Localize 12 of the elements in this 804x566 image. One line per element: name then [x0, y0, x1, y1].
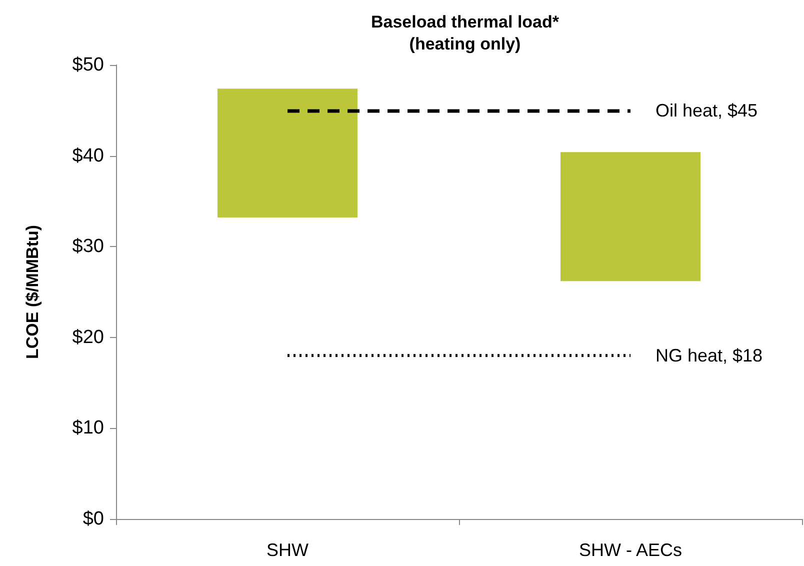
y-tick-label: $40 [72, 145, 104, 166]
y-tick-label: $30 [72, 236, 104, 258]
y-tick-label: $0 [82, 508, 104, 530]
ref-line-label: NG heat, $18 [656, 346, 763, 366]
x-tick-label: SHW - AECs [578, 540, 682, 560]
y-tick-label: $20 [72, 326, 104, 348]
chart-title: Baseload thermal load* (heating only) [370, 12, 560, 54]
x-tick-label: SHW [266, 540, 309, 560]
ref-line-label: Oil heat, $45 [656, 100, 758, 120]
y-tick-label: $50 [72, 54, 104, 76]
y-tick-label: $10 [72, 418, 104, 439]
y-axis-title: LCOE ($/MMBtu) [23, 224, 42, 360]
